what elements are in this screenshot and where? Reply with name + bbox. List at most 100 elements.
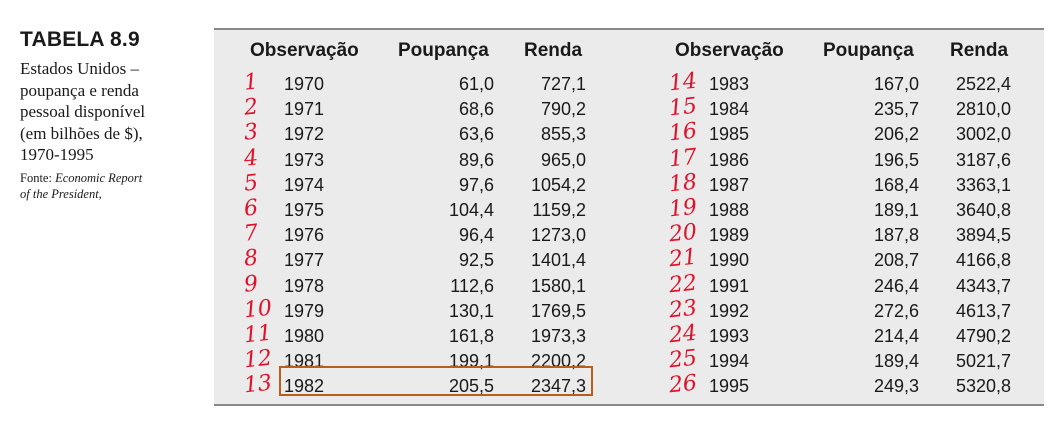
year-cell: 1978 — [284, 275, 325, 296]
source-prefix: Fonte: — [20, 170, 56, 185]
year-cell: 1985 — [709, 124, 750, 145]
saving-cell: 68,6 — [458, 99, 494, 120]
income-cell: 3002,0 — [955, 124, 1011, 145]
handwritten-row-number: 24 — [667, 320, 699, 349]
saving-cell: 214,4 — [873, 326, 919, 346]
handwritten-row-number: 13 — [242, 370, 274, 399]
year-cell: 1973 — [284, 149, 325, 170]
saving-cell: 92,5 — [458, 250, 494, 271]
income-cell: 1580,1 — [530, 275, 586, 296]
year-cell: 1979 — [284, 300, 325, 321]
saving-cell: 112,6 — [450, 275, 494, 296]
highlight-box-1982 — [279, 366, 593, 396]
year-cell: 1971 — [284, 99, 325, 120]
year-cell: 1986 — [709, 149, 750, 170]
saving-cell: 187,8 — [873, 225, 919, 246]
saving-cell: 208,7 — [873, 250, 919, 271]
handwritten-row-number: 15 — [667, 93, 699, 122]
source-note: Fonte: Economic Report of the President, — [20, 170, 195, 202]
caption-line: pessoal disponível — [20, 102, 146, 121]
handwritten-row-number: 20 — [667, 219, 699, 248]
handwritten-row-number: 10 — [242, 295, 274, 324]
income-cell: 2810,0 — [955, 99, 1011, 120]
income-cell: 3187,6 — [955, 149, 1011, 170]
saving-cell: 235,7 — [873, 99, 919, 120]
handwritten-row-number: 7 — [242, 220, 260, 247]
saving-cell: 272,6 — [873, 300, 919, 321]
year-cell: 1975 — [284, 200, 325, 220]
handwritten-row-number: 23 — [667, 295, 699, 324]
handwritten-row-number: 3 — [242, 119, 260, 147]
year-cell: 1987 — [709, 174, 750, 195]
handwritten-row-number: 2 — [242, 94, 260, 121]
income-cell: 1273,0 — [530, 225, 586, 246]
year-cell: 1993 — [709, 326, 750, 346]
handwritten-row-number: 26 — [667, 370, 699, 399]
income-cell: 3894,5 — [955, 225, 1011, 246]
year-cell: 1972 — [284, 124, 325, 145]
year-cell: 1982 — [284, 376, 325, 397]
income-cell: 1401,4 — [530, 250, 586, 271]
table-title: TABELA 8.9 — [20, 28, 140, 51]
saving-cell: 104,4 — [448, 200, 494, 220]
income-cell: 855,3 — [540, 124, 586, 145]
header-observacao-left: Observação — [250, 40, 359, 61]
caption-line: poupança e renda — [20, 80, 139, 100]
header-poupanca-left: Poupança — [398, 40, 489, 61]
handwritten-row-number: 16 — [667, 118, 699, 147]
source-title-line2: of the President, — [20, 186, 102, 201]
income-cell: 4343,7 — [955, 275, 1011, 296]
handwritten-row-number: 9 — [242, 270, 260, 298]
handwritten-row-number: 25 — [667, 345, 699, 374]
saving-cell: 96,4 — [458, 225, 494, 246]
handwritten-row-number: 18 — [667, 169, 699, 198]
income-cell: 3363,1 — [955, 174, 1011, 195]
handwritten-row-number: 12 — [242, 345, 274, 374]
year-cell: 1990 — [709, 250, 750, 271]
year-cell: 1995 — [709, 376, 750, 397]
year-cell: 1989 — [709, 225, 750, 246]
caption-line: Estados Unidos – — [20, 59, 139, 78]
caption-line: (em bilhões de $), — [20, 123, 143, 143]
income-cell: 1054,2 — [530, 174, 586, 195]
handwritten-row-number: 5 — [242, 170, 260, 197]
header-renda-left: Renda — [524, 40, 583, 61]
saving-cell: 130,1 — [448, 300, 494, 321]
saving-cell: 246,4 — [873, 275, 919, 296]
handwritten-row-number: 6 — [242, 195, 260, 222]
handwritten-row-number: 22 — [667, 270, 699, 298]
income-cell: 4166,8 — [955, 250, 1011, 271]
source-title-line1: Economic Report — [55, 170, 143, 185]
handwritten-row-number: 14 — [667, 68, 699, 97]
year-cell: 1974 — [284, 174, 325, 195]
year-cell: 1976 — [284, 225, 325, 246]
handwritten-row-number: 4 — [242, 144, 260, 172]
income-cell: 2522,4 — [955, 74, 1011, 94]
saving-cell: 168,4 — [873, 174, 919, 195]
saving-cell: 63,6 — [458, 124, 494, 145]
income-cell: 790,2 — [540, 99, 586, 120]
income-cell: 1159,2 — [532, 200, 586, 220]
handwritten-row-number: 8 — [242, 245, 260, 273]
saving-cell: 189,4 — [873, 351, 919, 372]
income-cell: 5320,8 — [955, 376, 1011, 397]
handwritten-row-number: 17 — [667, 144, 699, 172]
header-observacao-right: Observação — [675, 40, 784, 61]
year-cell: 1992 — [709, 300, 750, 321]
saving-cell: 97,6 — [458, 174, 494, 195]
data-table: Observação Poupança Renda Observação Pou… — [214, 28, 1044, 406]
handwritten-row-number: 19 — [667, 194, 699, 223]
saving-cell: 167,0 — [873, 74, 919, 94]
year-cell: 1977 — [284, 250, 325, 271]
saving-cell: 61,0 — [458, 74, 494, 94]
income-cell: 1769,5 — [530, 300, 586, 321]
saving-cell: 196,5 — [873, 149, 919, 170]
income-cell: 965,0 — [540, 149, 586, 170]
table-caption-panel: TABELA 8.9 Estados Unidos – poupança e r… — [20, 28, 195, 202]
income-cell: 4613,7 — [955, 300, 1011, 321]
saving-cell: 161,8 — [448, 326, 494, 346]
income-cell: 5021,7 — [955, 351, 1011, 372]
header-poupanca-right: Poupança — [823, 40, 914, 61]
year-cell: 1983 — [709, 74, 750, 94]
handwritten-row-number: 11 — [242, 320, 274, 349]
